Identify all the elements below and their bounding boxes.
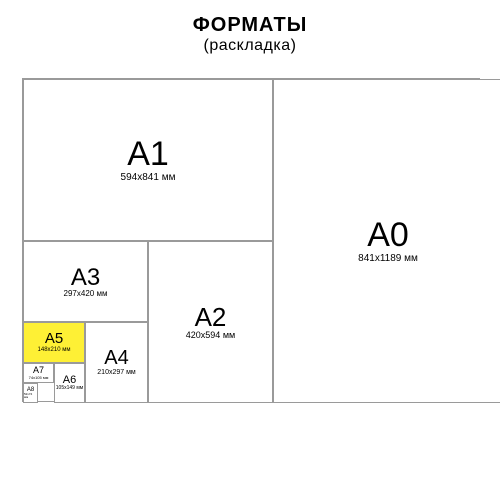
format-name-a3: A3 [71, 265, 100, 290]
format-dims-a2: 420x594 мм [186, 331, 235, 340]
format-name-a4: A4 [104, 348, 128, 369]
format-dims-a8: 52x74 мм [24, 393, 37, 399]
formats-diagram: A0841x1189 ммA1594x841 ммA2420x594 ммA32… [22, 78, 480, 402]
format-panel-a4: A4210x297 мм [85, 322, 148, 403]
format-name-a2: A2 [195, 304, 227, 331]
format-dims-a1: 594x841 мм [121, 173, 176, 184]
format-dims-a6: 105x149 мм [56, 386, 83, 391]
format-dims-a5: 148x210 мм [38, 347, 71, 353]
format-panel-a0: A0841x1189 мм [273, 79, 500, 403]
format-dims-a0: 841x1189 мм [358, 254, 418, 265]
format-name-a0: A0 [367, 218, 409, 254]
format-panel-a2: A2420x594 мм [148, 241, 273, 403]
format-panel-a6: A6105x149 мм [54, 363, 85, 403]
page-title: ФОРМАТЫ [0, 14, 500, 37]
header: ФОРМАТЫ (раскладка) [0, 0, 500, 65]
format-panel-a1: A1594x841 мм [23, 79, 273, 241]
format-panel-a3: A3297x420 мм [23, 241, 148, 322]
format-name-a1: A1 [127, 137, 169, 173]
format-dims-a3: 297x420 мм [64, 290, 108, 298]
format-name-a5: A5 [45, 331, 63, 347]
format-panel-a7: A774x105 мм [23, 363, 54, 383]
format-dims-a7: 74x105 мм [29, 376, 49, 380]
page-subtitle: (раскладка) [0, 37, 500, 55]
format-panel-a5: A5148x210 мм [23, 322, 85, 363]
format-panel-a8: A852x74 мм [23, 383, 38, 403]
format-dims-a4: 210x297 мм [97, 369, 135, 376]
